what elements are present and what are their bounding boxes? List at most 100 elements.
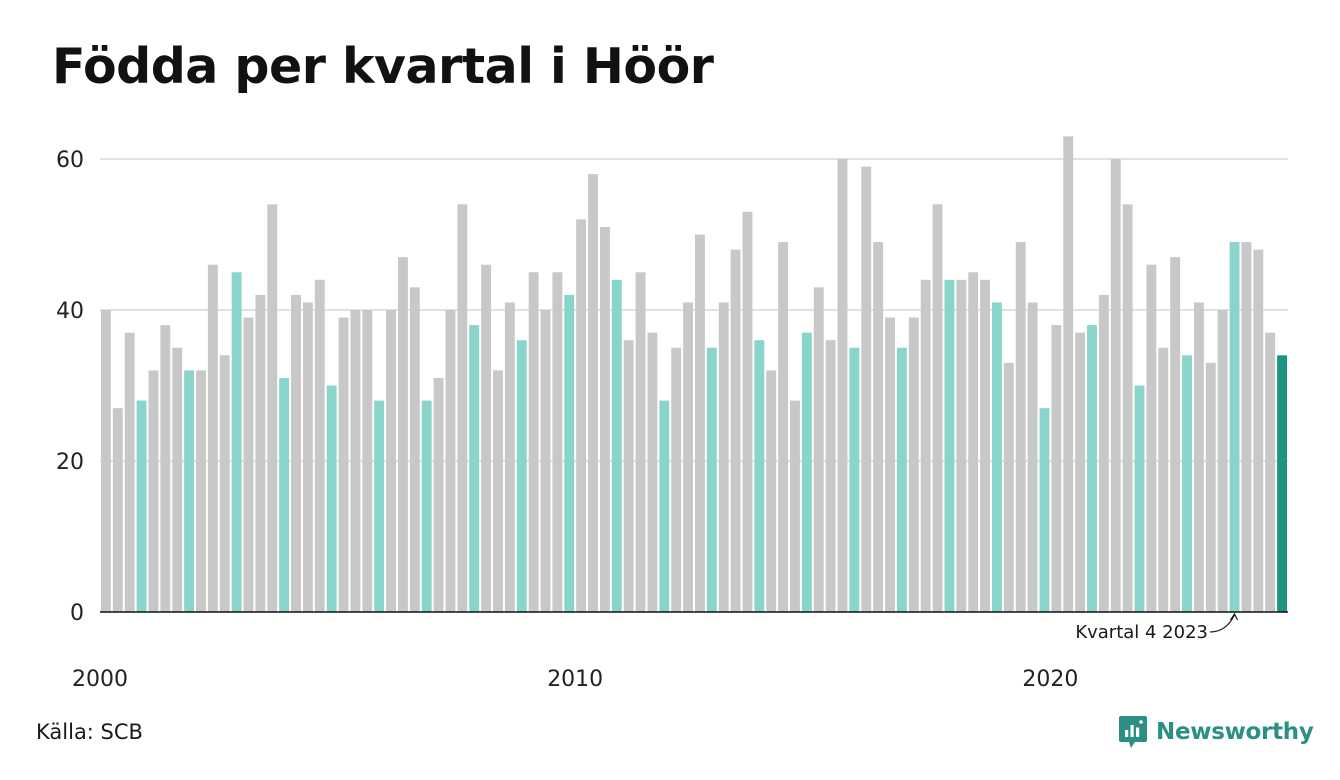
bar (766, 370, 777, 612)
annotation-label: Kvartal 4 2023 (1075, 622, 1208, 643)
bar (314, 279, 325, 612)
bar (302, 302, 313, 612)
bar (1003, 362, 1014, 612)
bar (588, 174, 598, 612)
bar (267, 204, 278, 613)
bar (231, 272, 242, 612)
bar (552, 272, 563, 612)
bar (647, 332, 658, 612)
bar (374, 400, 385, 612)
x-axis-ticks: 2000 2010 2020 (72, 667, 1078, 692)
bar (291, 294, 301, 612)
bar (1087, 325, 1097, 612)
bar (279, 377, 290, 612)
bar (742, 211, 753, 612)
bar (338, 317, 349, 612)
y-tick-label: 0 (70, 601, 84, 626)
bar (196, 370, 206, 612)
chart-title: Födda per kvartal i Höör (52, 38, 714, 95)
bar (1075, 332, 1086, 612)
bar (671, 347, 682, 612)
y-tick-label: 60 (56, 148, 84, 173)
bar (908, 317, 919, 612)
bar (528, 272, 539, 612)
newsworthy-logo-icon (1119, 716, 1147, 748)
bar (326, 385, 337, 612)
bar (112, 408, 123, 612)
bar (493, 370, 503, 612)
bar (219, 355, 230, 612)
bar (885, 317, 895, 612)
bar (825, 340, 836, 612)
bar (516, 340, 527, 612)
bar (1039, 408, 1050, 612)
bar (683, 302, 693, 612)
bar (813, 287, 824, 612)
bar (409, 287, 420, 612)
bar (980, 279, 990, 612)
bar (659, 400, 670, 612)
bar (932, 204, 943, 613)
bar (1277, 355, 1287, 612)
bar (944, 279, 955, 612)
bar (790, 400, 800, 612)
annotation-arrow (1209, 612, 1239, 633)
bar (992, 302, 1002, 612)
bar (1241, 242, 1252, 613)
bar (172, 347, 183, 612)
bar (1170, 257, 1181, 612)
bar (564, 294, 575, 612)
bar (730, 249, 741, 612)
bar (124, 332, 135, 612)
bar (1134, 385, 1145, 612)
bar (398, 257, 408, 612)
bar (599, 226, 610, 612)
bar (1253, 249, 1264, 612)
bars (101, 136, 1287, 613)
bar (160, 325, 171, 612)
bar (421, 400, 432, 612)
bar (1063, 136, 1074, 612)
bar (1193, 302, 1204, 612)
y-tick-label: 40 (56, 299, 84, 324)
bar (611, 279, 622, 612)
bar (1098, 294, 1109, 612)
bar (101, 310, 111, 612)
brand-name: Newsworthy (1156, 719, 1314, 745)
bar (695, 234, 705, 612)
bar (207, 264, 218, 612)
bar (148, 370, 159, 612)
bar (718, 302, 729, 612)
bar (433, 377, 444, 612)
bar (1027, 302, 1038, 612)
bar (1265, 332, 1276, 612)
bar (1122, 204, 1133, 613)
brand-logo[interactable]: Newsworthy (1118, 714, 1314, 750)
x-tick-label: 2010 (547, 667, 603, 692)
x-tick-label: 2000 (72, 667, 128, 692)
y-axis-ticks: 0 20 40 60 (56, 148, 84, 626)
source-note: Källa: SCB (36, 720, 143, 744)
bar (1110, 159, 1121, 612)
bar (350, 310, 361, 612)
bar (623, 340, 634, 612)
bar (1015, 242, 1026, 613)
bar (576, 219, 587, 612)
bar (706, 347, 717, 612)
bar (457, 204, 468, 613)
bar (801, 332, 812, 612)
bar (540, 310, 551, 612)
bar (861, 166, 872, 613)
bar (896, 347, 907, 612)
bar (873, 242, 884, 613)
bar (386, 310, 396, 612)
bar (184, 370, 195, 612)
latest-annotation: Kvartal 4 2023 (1075, 612, 1239, 643)
bar (1217, 310, 1228, 612)
bar (136, 400, 147, 612)
bar (1229, 242, 1240, 613)
bar (778, 242, 789, 613)
bar (469, 325, 480, 612)
bar (1205, 362, 1216, 612)
